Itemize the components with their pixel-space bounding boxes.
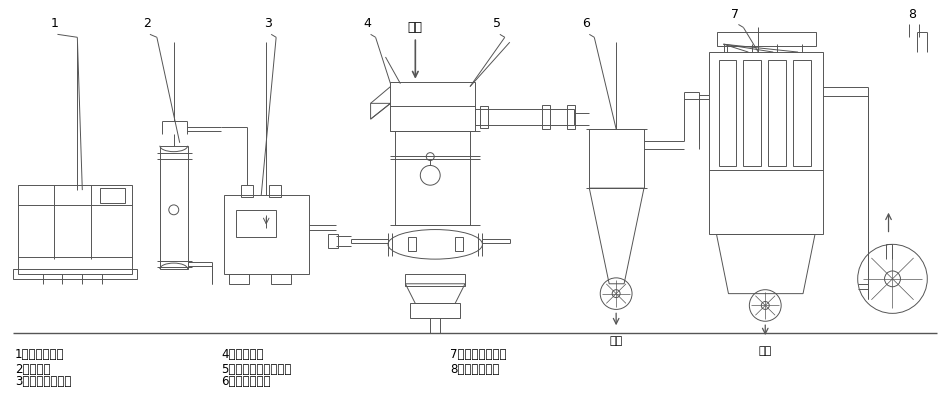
Text: 2、储气罐: 2、储气罐	[15, 363, 50, 376]
Bar	[269, 185, 281, 197]
Bar	[405, 274, 465, 286]
Bar	[409, 238, 416, 251]
Bar	[396, 131, 470, 225]
Text: 1、空气压缩机: 1、空气压缩机	[15, 348, 64, 361]
Text: 8、离心通风机: 8、离心通风机	[450, 363, 499, 376]
Bar	[769, 60, 787, 166]
Text: 成品: 成品	[609, 336, 623, 346]
Bar	[271, 274, 291, 284]
Text: 物料: 物料	[408, 21, 423, 34]
Bar	[18, 185, 132, 274]
Bar	[236, 210, 276, 238]
Bar	[224, 195, 309, 274]
Bar	[13, 269, 137, 279]
Bar	[230, 274, 250, 284]
Text: 2: 2	[143, 17, 151, 30]
Text: 4: 4	[364, 17, 371, 30]
Bar	[241, 185, 253, 197]
Bar	[479, 106, 488, 128]
Text: 5: 5	[493, 17, 501, 30]
Bar	[743, 60, 761, 166]
Bar	[328, 234, 338, 248]
Text: 7、脉冲式除尘器: 7、脉冲式除尘器	[450, 348, 507, 361]
Text: 8: 8	[908, 8, 917, 21]
Bar	[719, 60, 737, 166]
Bar	[567, 105, 576, 129]
Bar	[160, 146, 187, 269]
Text: 6、旋风分离器: 6、旋风分离器	[221, 375, 271, 388]
Bar	[717, 32, 816, 46]
Circle shape	[885, 271, 901, 287]
Bar	[793, 60, 811, 166]
Bar	[708, 52, 823, 234]
Circle shape	[761, 301, 770, 309]
Text: 1: 1	[51, 17, 58, 30]
Bar	[590, 129, 644, 188]
Circle shape	[612, 290, 620, 297]
Bar	[411, 303, 460, 318]
Bar	[475, 109, 575, 125]
Text: 4、物料进口: 4、物料进口	[221, 348, 264, 361]
Text: 5、流化床气流粉碎机: 5、流化床气流粉碎机	[221, 363, 292, 376]
Text: 3: 3	[265, 17, 272, 30]
Bar	[391, 82, 475, 131]
Bar	[100, 188, 125, 203]
Bar	[455, 238, 463, 251]
Text: 3、冷冻式干燥机: 3、冷冻式干燥机	[15, 375, 71, 388]
Text: 成品: 成品	[758, 346, 771, 356]
Text: 7: 7	[731, 8, 739, 21]
Bar	[542, 105, 549, 129]
Text: 6: 6	[582, 17, 591, 30]
